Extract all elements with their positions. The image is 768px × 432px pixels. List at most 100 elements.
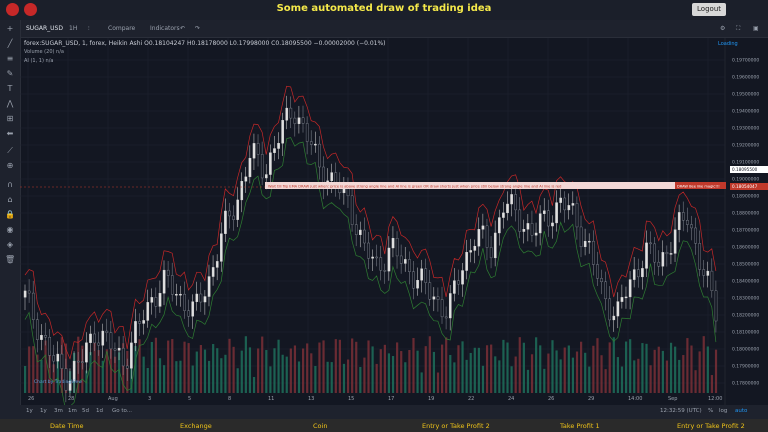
volume-bar	[551, 340, 554, 393]
range-5d[interactable]: 5d	[82, 408, 89, 414]
candle-body	[289, 107, 293, 119]
lock-icon[interactable]: 🔒	[5, 210, 15, 219]
chart-type-icon[interactable]: ⫶	[88, 25, 90, 32]
volume-bar	[428, 336, 431, 393]
volume-bar	[543, 368, 546, 393]
arrow-icon[interactable]: ⬅	[6, 129, 14, 138]
volume-bar	[522, 342, 525, 393]
home-icon[interactable]	[24, 3, 37, 16]
lock-drawings-icon[interactable]: ⌂	[7, 195, 13, 204]
time-tick: 26	[28, 396, 34, 402]
volume-bar	[612, 337, 615, 393]
volume-bar	[93, 338, 96, 393]
brush-icon[interactable]: ✎	[6, 69, 14, 78]
cursor-icon[interactable]: +	[6, 24, 14, 33]
magnet-icon[interactable]: ∩	[7, 180, 13, 189]
eye-icon[interactable]: ◉	[6, 225, 14, 234]
redo-icon[interactable]: ↷	[195, 25, 201, 32]
candle-body	[698, 243, 701, 270]
candle-body	[669, 253, 673, 255]
volume-bar	[212, 344, 215, 393]
footer-entry-tp2[interactable]: Entry or Take Profit 2	[422, 422, 490, 430]
candle-body	[297, 117, 301, 124]
price-tick: 0.19100000	[732, 160, 759, 166]
pattern-icon[interactable]: ⋀	[6, 99, 14, 108]
volume-bar	[289, 348, 292, 393]
volume-bar	[686, 338, 689, 393]
price-tick: 0.18300000	[732, 296, 759, 302]
candle-body	[150, 297, 154, 303]
volume-bar	[220, 358, 223, 393]
menu-icon[interactable]	[6, 3, 19, 16]
volume-bar	[490, 344, 493, 393]
goto-button[interactable]: Go to...	[112, 408, 133, 414]
prediction-icon[interactable]: ⊞	[6, 114, 14, 123]
legend-main[interactable]: forex:SUGAR_USD, 1, forex, Heikin Ashi	[24, 40, 143, 47]
candle-body	[498, 217, 501, 234]
chart-toolbar: SUGAR_USD 1H ⫶ Compare Indicators ↶ ↷ ⚙ …	[20, 20, 768, 38]
candle-body	[138, 321, 141, 324]
candle-body	[72, 360, 76, 382]
fullscreen-icon[interactable]: ⛶	[736, 25, 741, 32]
time-tick: 17	[388, 396, 394, 402]
auto-toggle[interactable]: auto	[735, 408, 748, 414]
logout-button[interactable]: Logout	[692, 3, 726, 16]
footer-coin[interactable]: Coin	[313, 422, 328, 430]
candle-body	[330, 172, 334, 182]
range-3m[interactable]: 3m	[54, 408, 63, 414]
compare-button[interactable]: Compare	[108, 25, 136, 32]
fib-icon[interactable]: ≡	[6, 54, 14, 63]
ema-green-path	[24, 137, 717, 413]
interval-select[interactable]: 1H	[69, 25, 78, 32]
candle-body	[23, 290, 27, 298]
volume-bar	[297, 361, 301, 393]
text-icon[interactable]: T	[7, 84, 13, 93]
volume-bar	[175, 361, 178, 393]
symbol-search[interactable]: SUGAR_USD	[26, 25, 63, 32]
candle-body	[232, 215, 235, 220]
layers-icon[interactable]: ◈	[6, 240, 14, 249]
footer-tp1[interactable]: Take Profit 1	[560, 422, 600, 430]
candle-body	[146, 302, 150, 321]
trash-icon[interactable]: 🗑	[5, 255, 16, 264]
percent-toggle[interactable]: %	[708, 408, 714, 414]
candle-body	[277, 143, 280, 149]
footer-entry-tp2-b[interactable]: Entry or Take Profit 2	[677, 422, 745, 430]
indicators-button[interactable]: Indicators	[150, 25, 180, 32]
footer-exchange[interactable]: Exchange	[180, 422, 212, 430]
log-toggle[interactable]: log	[719, 408, 728, 414]
range-1m[interactable]: 1m	[68, 408, 77, 414]
time-tick: 3	[148, 396, 151, 402]
legend-ai[interactable]: AI (1, 1)	[24, 58, 44, 64]
legend-ai-value: n/a	[45, 58, 54, 64]
volume-bar	[518, 337, 521, 393]
volume-bar	[28, 346, 31, 393]
legend-volume[interactable]: Volume (20)	[24, 49, 55, 55]
undo-icon[interactable]: ↶	[180, 25, 186, 32]
range-1y[interactable]: 1y	[26, 408, 33, 414]
time-tick: 8	[228, 396, 231, 402]
volume-bar	[338, 339, 341, 393]
price-tick: 0.19400000	[732, 109, 759, 115]
time-tick: 12:00	[708, 396, 722, 402]
candle-body	[587, 240, 591, 243]
footer-date-time[interactable]: Date Time	[50, 422, 84, 430]
candle-body	[547, 210, 550, 227]
volume-bar	[706, 346, 709, 393]
volume-bar	[506, 342, 509, 393]
snapshot-icon[interactable]: ▣	[753, 25, 759, 32]
volume-bar	[163, 365, 166, 393]
zoom-in-icon[interactable]: ⊕	[6, 161, 14, 170]
candle-body	[81, 361, 84, 363]
candle-body	[285, 107, 289, 121]
candle-body	[481, 225, 485, 230]
range-1y-b[interactable]: 1y	[40, 408, 47, 414]
price-chart[interactable]: 0.19700000 0.19600000 0.19500000 0.19400000…	[20, 38, 768, 419]
current-price-text: 0.18095500	[732, 167, 758, 172]
settings-icon[interactable]: ⚙	[720, 25, 726, 32]
trendline-icon[interactable]: ╱	[7, 39, 13, 48]
range-1d[interactable]: 1d	[96, 408, 103, 414]
ruler-icon[interactable]: ⟋	[7, 146, 13, 155]
volume-bar	[535, 337, 538, 393]
candle-body	[616, 301, 620, 317]
